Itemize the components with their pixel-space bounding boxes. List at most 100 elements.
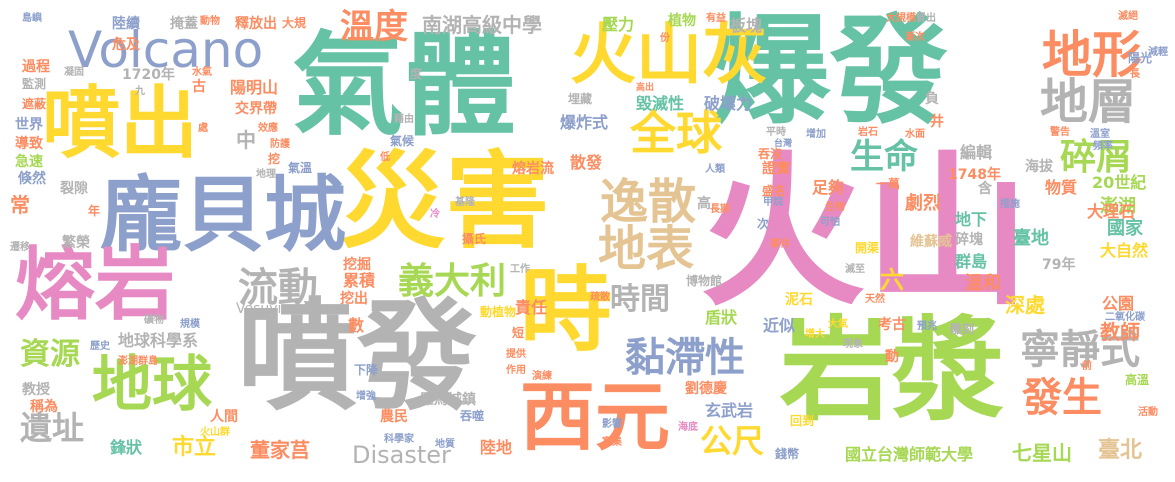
- word: 地形: [1042, 26, 1142, 84]
- word: 低: [380, 152, 390, 163]
- word: 生命: [850, 137, 918, 177]
- word: 公尺: [700, 422, 765, 460]
- word: 世界: [15, 117, 43, 133]
- word: 大理石: [1087, 202, 1136, 221]
- word: 熔岩: [15, 238, 175, 331]
- word: Volcano: [68, 21, 264, 79]
- word: 羅馬城鎮: [420, 392, 476, 408]
- word: 過程: [22, 59, 50, 75]
- word: 地理: [256, 169, 276, 180]
- word: 古: [192, 79, 206, 95]
- word: 火山: [700, 136, 1030, 328]
- word: 20世紀: [1092, 173, 1147, 192]
- word: 漸次: [905, 32, 925, 43]
- word: 累積: [343, 271, 376, 290]
- word: 農民: [380, 409, 408, 425]
- word: 地下: [955, 210, 988, 229]
- word: 防護: [270, 139, 290, 150]
- word: 影響: [602, 419, 622, 430]
- word: 西元: [520, 373, 671, 461]
- word: 開渠: [855, 241, 880, 255]
- word: 減輕: [1148, 47, 1168, 58]
- word: 動: [885, 349, 899, 365]
- word: 處: [198, 123, 208, 134]
- word: 現象: [843, 339, 863, 350]
- word: 逸散: [600, 174, 697, 230]
- word: 平時: [766, 127, 786, 138]
- word: 次: [757, 217, 770, 231]
- word: 熔岩流: [512, 161, 554, 177]
- word: 人間: [210, 409, 238, 425]
- word: 含: [978, 181, 992, 197]
- word: 份: [660, 33, 670, 44]
- word: 教授: [22, 382, 50, 398]
- word: 陸續: [112, 16, 140, 32]
- word: 可怕: [820, 217, 840, 228]
- word: 海底: [678, 422, 698, 433]
- word: 編輯: [960, 143, 993, 162]
- word: 增大: [805, 329, 825, 340]
- word: 近似: [763, 316, 796, 335]
- word: 火山群: [200, 427, 230, 438]
- word: Vesuvius: [236, 301, 298, 317]
- word: 裂隙: [60, 181, 88, 197]
- word: 考古: [878, 317, 906, 333]
- word: 六: [880, 266, 904, 294]
- word: 全球: [630, 106, 722, 160]
- word: 活動: [1138, 407, 1158, 418]
- word: 1720年: [122, 67, 175, 83]
- word: 挖掘: [343, 257, 371, 273]
- word: 吞沒: [758, 147, 783, 161]
- word: 玄武岩: [705, 401, 754, 420]
- word: 大氣: [828, 319, 848, 330]
- word: 群島: [955, 252, 988, 271]
- word: 交界帶: [235, 101, 277, 117]
- word: 國立台灣師範大學: [845, 445, 974, 464]
- word: 九: [135, 86, 145, 97]
- word: 證實: [762, 161, 790, 177]
- word: 埋藏: [568, 92, 593, 106]
- word: 板塊: [730, 16, 763, 35]
- word: 南湖高級中學: [422, 13, 542, 37]
- word: 破壞力: [704, 94, 753, 113]
- word: 大規: [282, 16, 307, 30]
- word: 寧靜式: [1020, 327, 1140, 373]
- word: 水氣: [192, 67, 212, 78]
- word: 公園: [1102, 294, 1135, 313]
- word: 市立: [172, 435, 217, 460]
- word: 礦物: [144, 315, 164, 326]
- word: 錢幣: [775, 447, 800, 461]
- word: 澎湖群島: [118, 356, 158, 367]
- word: 教師: [1100, 320, 1140, 344]
- word: 水面: [905, 129, 925, 140]
- word: 遮蔽: [22, 97, 47, 111]
- word: 歷史: [90, 341, 110, 352]
- word: 疏散: [590, 292, 610, 303]
- word: 泥石: [785, 292, 813, 308]
- word: 地球: [92, 350, 212, 420]
- word: 高溫: [1125, 373, 1150, 387]
- word: 甲烷: [763, 197, 783, 208]
- word: 預兆: [917, 321, 937, 332]
- word: 提供: [506, 349, 526, 360]
- word: 挖: [268, 152, 281, 166]
- word: 人類: [705, 164, 725, 175]
- word: 釋放出: [235, 16, 277, 32]
- word: 年: [88, 204, 101, 218]
- word: 作用: [506, 365, 526, 376]
- word: 地層: [1040, 74, 1137, 130]
- word: 碎塊: [955, 232, 983, 248]
- word: 挖出: [340, 291, 368, 307]
- word: 回到: [790, 414, 815, 428]
- word: 一萬: [876, 177, 901, 191]
- word: 溫度: [340, 7, 408, 47]
- word: 度: [410, 67, 423, 81]
- word: 警告: [1050, 127, 1070, 138]
- word: 急速: [15, 154, 43, 170]
- word: 藉由: [394, 114, 414, 125]
- word: 壓力: [602, 15, 635, 34]
- word: 維蘇威: [910, 234, 952, 250]
- word: 常: [10, 193, 30, 217]
- word: 災害: [340, 141, 551, 263]
- word: 臺地: [1013, 228, 1049, 249]
